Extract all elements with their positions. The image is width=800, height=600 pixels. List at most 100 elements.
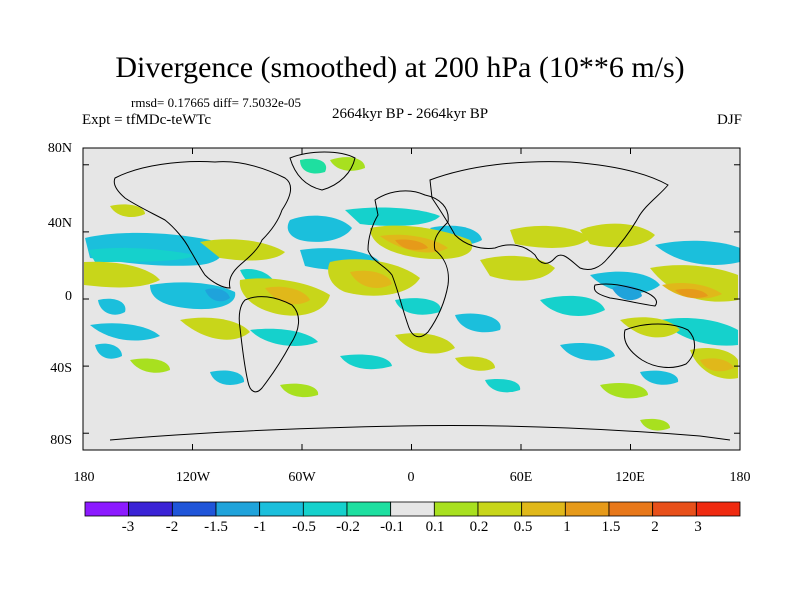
div-region (340, 354, 392, 370)
lat-label: 40N (47, 216, 72, 231)
colorbar-label: 1.5 (601, 519, 621, 535)
coastline-north-america (113, 161, 292, 289)
coastline-south-america (238, 296, 299, 393)
lon-label: 0 (407, 470, 415, 485)
colorbar-swatch (433, 501, 479, 517)
stats-text: rmsd= 0.17665 diff= 7.5032e-05 (131, 95, 302, 110)
div-region (330, 157, 365, 171)
div-region (395, 333, 455, 354)
div-region (200, 239, 285, 261)
div-region (130, 358, 170, 373)
colorbar-label: 2 (651, 519, 659, 535)
period-label: 2664kyr BP - 2664kyr BP (331, 106, 489, 122)
lon-label: 60W (288, 470, 316, 485)
div-region (205, 288, 230, 302)
colorbar-swatch (652, 501, 697, 517)
lat-label: 0 (65, 289, 72, 304)
coastline-europe-africa (367, 190, 449, 338)
lat-ticks (83, 164, 740, 434)
div-region (210, 370, 245, 385)
lat-label: 80S (50, 433, 72, 448)
div-region (675, 288, 708, 298)
div-region (90, 323, 160, 341)
lon-label: 120E (615, 470, 645, 485)
coastlines (109, 151, 731, 441)
div-region (395, 239, 428, 250)
colorbar-swatch (84, 501, 130, 517)
div-region (655, 240, 740, 265)
coastline-maritime (593, 283, 657, 307)
div-region (640, 370, 679, 385)
div-region (98, 298, 126, 315)
div-region (250, 328, 318, 346)
colorbar-swatch (477, 501, 523, 517)
colorbar-swatch (695, 501, 741, 517)
colorbar-label: -0.2 (336, 519, 360, 535)
div-region (350, 270, 392, 288)
colorbar-swatch (128, 501, 173, 517)
season-label: DJF (716, 112, 742, 128)
colorbar-swatch (215, 501, 261, 517)
coastline-australia (623, 323, 695, 368)
div-region (110, 204, 145, 218)
divergence-field (84, 157, 740, 431)
div-region (300, 158, 327, 174)
colorbar-label: -1 (253, 519, 267, 535)
div-region (540, 295, 605, 316)
div-region (180, 317, 250, 340)
colorbar-label: 0.1 (425, 519, 445, 535)
div-region (640, 418, 670, 431)
colorbar-swatch (521, 501, 566, 517)
div-region (590, 271, 660, 294)
div-region (88, 247, 195, 262)
div-region (660, 318, 738, 346)
lon-label: 60E (509, 470, 533, 485)
div-region (455, 356, 495, 371)
div-region (455, 313, 501, 333)
colorbar-swatch (390, 501, 435, 517)
colorbar-swatch (608, 501, 654, 517)
coastline-asia (429, 161, 669, 271)
div-region (84, 261, 160, 288)
lat-label: 80N (47, 141, 72, 156)
coastline-antarctica (109, 424, 731, 441)
div-region (345, 207, 440, 226)
lat-label: 40S (50, 361, 72, 376)
colorbar-label: 0.5 (513, 519, 533, 535)
div-region (395, 298, 441, 315)
colorbar-swatch (564, 501, 610, 517)
div-region (580, 223, 655, 248)
colorbar-label: -3 (121, 519, 135, 535)
div-region (480, 255, 555, 281)
div-region (620, 317, 680, 338)
div-region (560, 343, 615, 361)
colorbar-swatch (171, 501, 217, 517)
colorbar (84, 501, 741, 517)
colorbar-label: -0.5 (292, 519, 316, 535)
lon-label: 120W (175, 470, 211, 485)
div-region (510, 225, 590, 248)
colorbar-label: -0.1 (380, 519, 404, 535)
colorbar-label: 1 (563, 519, 571, 535)
div-region (287, 215, 352, 242)
div-region (700, 358, 734, 372)
colorbar-swatch (346, 501, 392, 517)
div-region (265, 286, 310, 305)
figure-title: Divergence (smoothed) at 200 hPa (10**6 … (115, 51, 685, 84)
colorbar-swatch (259, 501, 304, 517)
lon-label: 180 (73, 470, 95, 485)
colorbar-label: -1.5 (204, 519, 228, 535)
lon-label: 180 (729, 470, 751, 485)
div-region (485, 379, 521, 393)
coastline-greenland (289, 151, 356, 191)
experiment-label: Expt = tfMDc-teWTc (82, 112, 212, 128)
div-region (600, 383, 648, 399)
colorbar-label: -2 (165, 519, 179, 535)
lon-ticks (82, 148, 741, 450)
colorbar-label: 3 (694, 519, 702, 535)
colorbar-swatch (302, 501, 348, 517)
div-region (95, 343, 122, 359)
div-region (280, 383, 319, 398)
colorbar-label: 0.2 (469, 519, 489, 535)
